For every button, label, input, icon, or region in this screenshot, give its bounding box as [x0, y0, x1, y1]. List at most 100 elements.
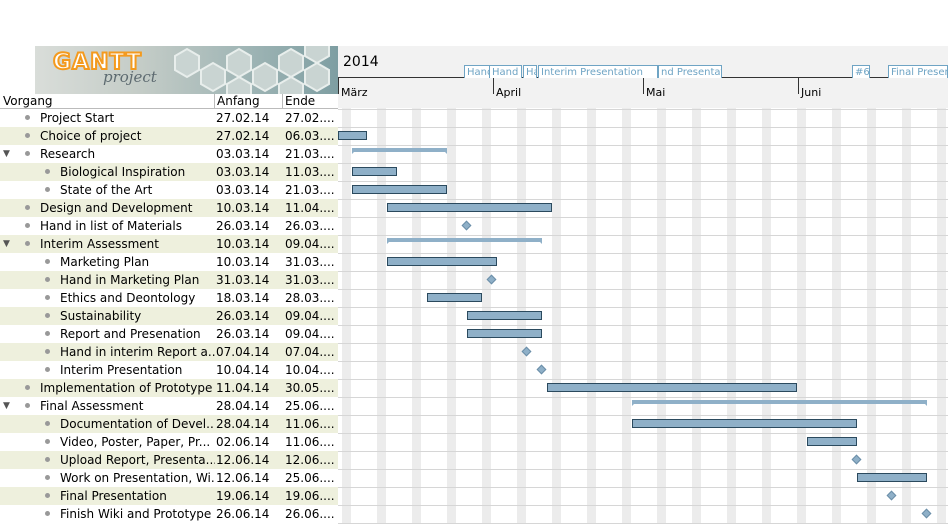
task-bar[interactable] — [857, 473, 927, 482]
task-end-date[interactable]: 25.06.... — [285, 471, 335, 485]
task-end-date[interactable]: 11.03.... — [285, 165, 335, 179]
task-start-date[interactable]: 26.03.14 — [216, 327, 270, 341]
expand-collapse-icon[interactable]: ▼ — [3, 149, 10, 159]
task-name[interactable]: Final Assessment — [40, 399, 144, 413]
task-start-date[interactable]: 18.03.14 — [216, 291, 270, 305]
task-bar[interactable] — [387, 257, 497, 266]
timeline-milestone-label[interactable]: Hand — [464, 65, 490, 78]
table-row[interactable]: ▼ Interim Assessment 10.03.14 09.04.... — [0, 235, 338, 253]
task-end-date[interactable]: 21.03.... — [285, 147, 335, 161]
task-name[interactable]: Hand in Marketing Plan — [60, 273, 200, 287]
task-start-date[interactable]: 28.04.14 — [216, 399, 270, 413]
task-start-date[interactable]: 02.06.14 — [216, 435, 270, 449]
task-end-date[interactable]: 11.06.... — [285, 435, 335, 449]
column-divider[interactable] — [214, 94, 215, 108]
task-bar[interactable] — [547, 383, 797, 392]
table-row[interactable]: Work on Presentation, Wi... 12.06.14 25.06… — [0, 469, 338, 487]
milestone-diamond[interactable] — [921, 508, 932, 519]
task-end-date[interactable]: 06.03.... — [285, 129, 335, 143]
task-start-date[interactable]: 26.03.14 — [216, 219, 270, 233]
task-end-date[interactable]: 25.06.... — [285, 399, 335, 413]
timeline-milestone-label[interactable]: #60 — [852, 65, 870, 78]
table-row[interactable]: Choice of project 27.02.14 06.03.... — [0, 127, 338, 145]
milestone-diamond[interactable] — [536, 364, 547, 375]
table-row[interactable]: Hand in Marketing Plan 31.03.14 31.03.... — [0, 271, 338, 289]
table-row[interactable]: Report and Presenation 26.03.14 09.04.... — [0, 325, 338, 343]
task-end-date[interactable]: 28.03.... — [285, 291, 335, 305]
task-start-date[interactable]: 26.06.14 — [216, 507, 270, 521]
table-row[interactable]: Hand in list of Materials 26.03.14 26.03..… — [0, 217, 338, 235]
task-name[interactable]: Work on Presentation, Wi... — [60, 471, 215, 485]
task-start-date[interactable]: 31.03.14 — [216, 273, 270, 287]
table-row[interactable]: ▼ Final Assessment 28.04.14 25.06.... — [0, 397, 338, 415]
milestone-diamond[interactable] — [886, 490, 897, 501]
table-row[interactable]: Implementation of Prototype 11.04.14 30.05… — [0, 379, 338, 397]
task-name[interactable]: Final Presentation — [60, 489, 167, 503]
table-row[interactable]: Biological Inspiration 03.03.14 11.03.... — [0, 163, 338, 181]
column-header-task[interactable]: Vorgang — [3, 94, 53, 108]
task-bar[interactable] — [632, 419, 857, 428]
milestone-diamond[interactable] — [461, 220, 472, 231]
table-row[interactable]: Upload Report, Presenta... 12.06.14 12.06.… — [0, 451, 338, 469]
milestone-diamond[interactable] — [851, 454, 862, 465]
task-name[interactable]: Choice of project — [40, 129, 142, 143]
summary-bar[interactable] — [632, 400, 927, 406]
task-start-date[interactable]: 11.04.14 — [216, 381, 270, 395]
table-row[interactable]: Design and Development 10.03.14 11.04.... — [0, 199, 338, 217]
table-row[interactable]: Interim Presentation 10.04.14 10.04.... — [0, 361, 338, 379]
task-start-date[interactable]: 03.03.14 — [216, 165, 270, 179]
task-start-date[interactable]: 10.03.14 — [216, 237, 270, 251]
task-start-date[interactable]: 27.02.14 — [216, 129, 270, 143]
timeline-milestone-label[interactable]: Final Presen — [888, 65, 948, 78]
expand-collapse-icon[interactable]: ▼ — [3, 401, 10, 411]
task-name[interactable]: Ethics and Deontology — [60, 291, 196, 305]
task-name[interactable]: Finish Wiki and Prototype — [60, 507, 212, 521]
task-end-date[interactable]: 12.06.... — [285, 453, 335, 467]
column-divider[interactable] — [282, 94, 283, 108]
task-start-date[interactable]: 07.04.14 — [216, 345, 270, 359]
task-start-date[interactable]: 10.03.14 — [216, 255, 270, 269]
table-row[interactable]: Finish Wiki and Prototype 26.06.14 26.06..… — [0, 505, 338, 523]
task-name[interactable]: Interim Assessment — [40, 237, 159, 251]
task-name[interactable]: Sustainability — [60, 309, 142, 323]
task-end-date[interactable]: 07.04.... — [285, 345, 335, 359]
table-row[interactable]: ▼ Research 03.03.14 21.03.... — [0, 145, 338, 163]
task-start-date[interactable]: 12.06.14 — [216, 453, 270, 467]
task-end-date[interactable]: 10.04.... — [285, 363, 335, 377]
task-end-date[interactable]: 30.05.... — [285, 381, 335, 395]
table-row[interactable]: State of the Art 03.03.14 21.03.... — [0, 181, 338, 199]
task-start-date[interactable]: 03.03.14 — [216, 147, 270, 161]
task-bar[interactable] — [338, 131, 367, 140]
task-bar[interactable] — [387, 203, 552, 212]
task-start-date[interactable]: 12.06.14 — [216, 471, 270, 485]
task-end-date[interactable]: 31.03.... — [285, 255, 335, 269]
timeline-milestone-label[interactable]: nd Presentation — [658, 65, 722, 78]
summary-bar[interactable] — [352, 148, 447, 154]
task-start-date[interactable]: 03.03.14 — [216, 183, 270, 197]
expand-collapse-icon[interactable]: ▼ — [3, 239, 10, 249]
task-start-date[interactable]: 27.02.14 — [216, 111, 270, 125]
task-name[interactable]: Implementation of Prototype — [40, 381, 213, 395]
task-end-date[interactable]: 26.06.... — [285, 507, 335, 521]
task-end-date[interactable]: 09.04.... — [285, 309, 335, 323]
task-name[interactable]: Marketing Plan — [60, 255, 150, 269]
task-bar[interactable] — [807, 437, 857, 446]
column-header-start[interactable]: Anfang — [217, 94, 260, 108]
task-name[interactable]: Report and Presenation — [60, 327, 201, 341]
table-row[interactable]: Hand in interim Report a... 07.04.14 07.04… — [0, 343, 338, 361]
task-name[interactable]: Biological Inspiration — [60, 165, 186, 179]
task-start-date[interactable]: 10.04.14 — [216, 363, 270, 377]
task-bar[interactable] — [352, 167, 397, 176]
task-start-date[interactable]: 19.06.14 — [216, 489, 270, 503]
timeline-milestone-label[interactable]: Hand i — [489, 65, 522, 78]
task-start-date[interactable]: 28.04.14 — [216, 417, 270, 431]
task-end-date[interactable]: 09.04.... — [285, 327, 335, 341]
table-row[interactable]: Project Start 27.02.14 27.02.... — [0, 109, 338, 127]
timeline-milestone-label[interactable]: Interim Presentation — [538, 65, 658, 78]
table-row[interactable]: Sustainability 26.03.14 09.04.... — [0, 307, 338, 325]
table-row[interactable]: Ethics and Deontology 18.03.14 28.03.... — [0, 289, 338, 307]
task-name[interactable]: Design and Development — [40, 201, 193, 215]
task-end-date[interactable]: 11.04.... — [285, 201, 335, 215]
table-row[interactable]: Documentation of Devel... 28.04.14 11.06..… — [0, 415, 338, 433]
task-name[interactable]: Project Start — [40, 111, 115, 125]
